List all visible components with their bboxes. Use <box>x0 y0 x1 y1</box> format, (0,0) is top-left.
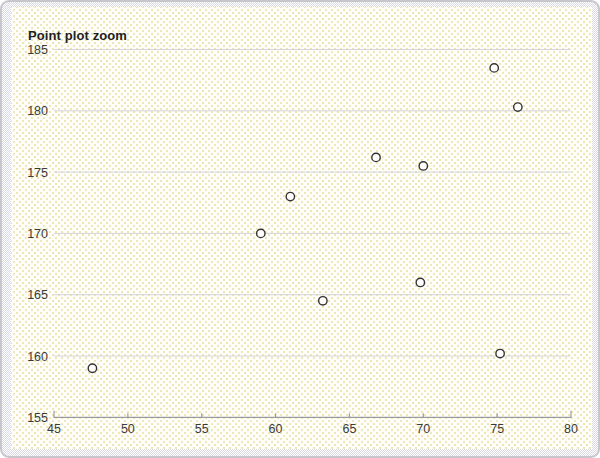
y-tick-label: 160 <box>27 350 48 364</box>
data-point[interactable] <box>257 229 265 237</box>
y-tick-label: 180 <box>27 104 48 118</box>
x-tick-label: 65 <box>342 422 356 436</box>
data-point[interactable] <box>490 64 498 72</box>
chart-window: Point plot zoom 155160165170175180185455… <box>0 0 600 458</box>
data-point[interactable] <box>319 297 327 305</box>
data-point[interactable] <box>419 162 427 170</box>
x-tick-label: 70 <box>416 422 430 436</box>
data-point[interactable] <box>496 349 504 357</box>
x-tick-label: 75 <box>490 422 504 436</box>
data-point[interactable] <box>88 364 96 372</box>
y-tick-label: 175 <box>27 166 48 180</box>
x-tick-label: 55 <box>195 422 209 436</box>
y-tick-label: 155 <box>27 411 48 425</box>
x-tick-label: 50 <box>121 422 135 436</box>
plot-canvas[interactable]: 155 160 165 170 175 180 185 45 50 55 60 65 70 75 80 <box>2 2 600 458</box>
y-tick-label: 185 <box>27 43 48 57</box>
y-tick-label: 170 <box>27 227 48 241</box>
y-tick-label: 165 <box>27 288 48 302</box>
data-point[interactable] <box>514 103 522 111</box>
data-point[interactable] <box>372 153 380 161</box>
data-point[interactable] <box>286 192 294 200</box>
x-tick-label: 80 <box>564 422 578 436</box>
x-tick-label: 45 <box>47 422 61 436</box>
data-point[interactable] <box>416 278 424 286</box>
x-tick-label: 60 <box>269 422 283 436</box>
